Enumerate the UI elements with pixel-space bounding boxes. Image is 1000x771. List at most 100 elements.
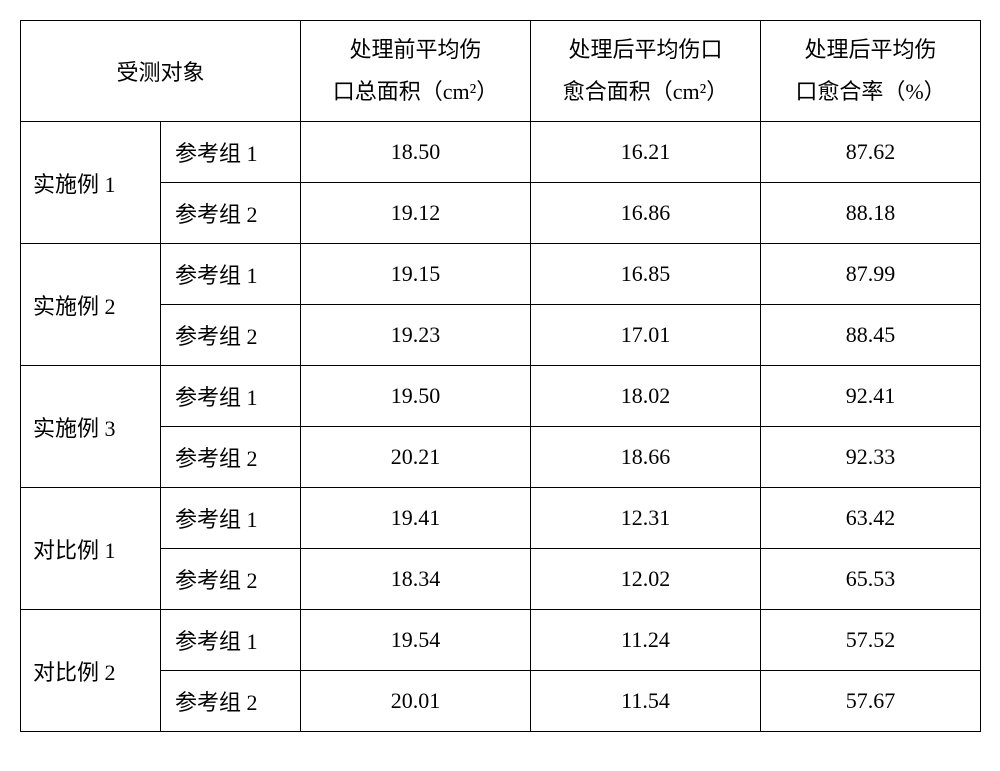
- area-before-cell: 18.34: [301, 549, 531, 610]
- area-before-cell: 18.50: [301, 122, 531, 183]
- group-label-cell: 实施例 2: [21, 244, 161, 366]
- value: 16.85: [621, 261, 671, 286]
- col-healed-area-line1: 处理后平均伤口: [569, 37, 723, 62]
- value: 18.50: [391, 139, 441, 164]
- healed-area-cell: 12.02: [531, 549, 761, 610]
- table-row: 实施例 2 参考组 1 19.15 16.85 87.99: [21, 244, 981, 305]
- heal-rate-cell: 88.45: [761, 305, 981, 366]
- value: 57.67: [846, 688, 896, 713]
- table-row: 实施例 3 参考组 1 19.50 18.02 92.41: [21, 366, 981, 427]
- ref-label: 参考组 2: [175, 690, 258, 715]
- value: 19.23: [391, 322, 441, 347]
- value: 63.42: [846, 505, 896, 530]
- ref-label: 参考组 1: [175, 141, 258, 166]
- value: 19.41: [391, 505, 441, 530]
- healed-area-cell: 16.85: [531, 244, 761, 305]
- table-row: 参考组 2 20.21 18.66 92.33: [21, 427, 981, 488]
- heal-rate-cell: 92.41: [761, 366, 981, 427]
- col-heal-rate-line1: 处理后平均伤: [805, 37, 937, 62]
- value: 19.15: [391, 261, 441, 286]
- ref-cell: 参考组 2: [161, 305, 301, 366]
- ref-cell: 参考组 2: [161, 183, 301, 244]
- group-label: 实施例 3: [33, 416, 116, 441]
- value: 18.02: [621, 383, 671, 408]
- value: 12.02: [621, 566, 671, 591]
- group-label: 实施例 1: [33, 172, 116, 197]
- table-body: 实施例 1 参考组 1 18.50 16.21 87.62 参考组 2 19.1…: [21, 122, 981, 732]
- healed-area-cell: 12.31: [531, 488, 761, 549]
- area-before-cell: 19.23: [301, 305, 531, 366]
- group-label: 对比例 1: [33, 538, 116, 563]
- heal-rate-cell: 87.99: [761, 244, 981, 305]
- table-row: 对比例 1 参考组 1 19.41 12.31 63.42: [21, 488, 981, 549]
- value: 11.54: [621, 688, 670, 713]
- healed-area-cell: 18.66: [531, 427, 761, 488]
- ref-label: 参考组 1: [175, 263, 258, 288]
- ref-cell: 参考组 1: [161, 366, 301, 427]
- table-row: 参考组 2 19.23 17.01 88.45: [21, 305, 981, 366]
- ref-cell: 参考组 1: [161, 244, 301, 305]
- value: 20.21: [391, 444, 441, 469]
- group-label-cell: 对比例 2: [21, 610, 161, 732]
- col-area-before-header: 处理前平均伤 口总面积（cm²）: [301, 21, 531, 122]
- value: 16.21: [621, 139, 671, 164]
- value: 20.01: [391, 688, 441, 713]
- ref-label: 参考组 2: [175, 324, 258, 349]
- table-header-row: 受测对象 处理前平均伤 口总面积（cm²） 处理后平均伤口 愈合面积（cm²） …: [21, 21, 981, 122]
- healed-area-cell: 17.01: [531, 305, 761, 366]
- ref-label: 参考组 1: [175, 629, 258, 654]
- group-label-cell: 对比例 1: [21, 488, 161, 610]
- ref-label: 参考组 2: [175, 202, 258, 227]
- col-area-before-line2: 口总面积（cm²）: [333, 79, 498, 104]
- value: 17.01: [621, 322, 671, 347]
- heal-rate-cell: 57.67: [761, 671, 981, 732]
- col-healed-area-line2: 愈合面积（cm²）: [563, 79, 728, 104]
- table-row: 参考组 2 19.12 16.86 88.18: [21, 183, 981, 244]
- heal-rate-cell: 88.18: [761, 183, 981, 244]
- ref-cell: 参考组 2: [161, 671, 301, 732]
- table-row: 参考组 2 20.01 11.54 57.67: [21, 671, 981, 732]
- data-table-container: 受测对象 处理前平均伤 口总面积（cm²） 处理后平均伤口 愈合面积（cm²） …: [20, 20, 980, 732]
- area-before-cell: 20.01: [301, 671, 531, 732]
- value: 11.24: [621, 627, 670, 652]
- value: 65.53: [846, 566, 896, 591]
- value: 57.52: [846, 627, 896, 652]
- value: 92.33: [846, 444, 896, 469]
- heal-rate-cell: 65.53: [761, 549, 981, 610]
- value: 18.34: [391, 566, 441, 591]
- heal-rate-cell: 87.62: [761, 122, 981, 183]
- value: 87.99: [846, 261, 896, 286]
- area-before-cell: 20.21: [301, 427, 531, 488]
- ref-cell: 参考组 2: [161, 427, 301, 488]
- ref-cell: 参考组 2: [161, 549, 301, 610]
- col-heal-rate-line2: 口愈合率（%）: [795, 79, 945, 104]
- ref-label: 参考组 2: [175, 568, 258, 593]
- value: 88.45: [846, 322, 896, 347]
- ref-label: 参考组 1: [175, 385, 258, 410]
- healed-area-cell: 11.24: [531, 610, 761, 671]
- col-healed-area-header: 处理后平均伤口 愈合面积（cm²）: [531, 21, 761, 122]
- col-heal-rate-header: 处理后平均伤 口愈合率（%）: [761, 21, 981, 122]
- results-table: 受测对象 处理前平均伤 口总面积（cm²） 处理后平均伤口 愈合面积（cm²） …: [20, 20, 981, 732]
- ref-cell: 参考组 1: [161, 122, 301, 183]
- value: 19.12: [391, 200, 441, 225]
- group-label-cell: 实施例 1: [21, 122, 161, 244]
- table-row: 实施例 1 参考组 1 18.50 16.21 87.62: [21, 122, 981, 183]
- ref-cell: 参考组 1: [161, 488, 301, 549]
- healed-area-cell: 18.02: [531, 366, 761, 427]
- col-area-before-line1: 处理前平均伤: [350, 37, 482, 62]
- table-row: 参考组 2 18.34 12.02 65.53: [21, 549, 981, 610]
- group-label-cell: 实施例 3: [21, 366, 161, 488]
- value: 19.50: [391, 383, 441, 408]
- value: 87.62: [846, 139, 896, 164]
- value: 92.41: [846, 383, 896, 408]
- ref-cell: 参考组 1: [161, 610, 301, 671]
- heal-rate-cell: 57.52: [761, 610, 981, 671]
- healed-area-cell: 16.86: [531, 183, 761, 244]
- table-row: 对比例 2 参考组 1 19.54 11.24 57.52: [21, 610, 981, 671]
- ref-label: 参考组 2: [175, 446, 258, 471]
- value: 88.18: [846, 200, 896, 225]
- area-before-cell: 19.15: [301, 244, 531, 305]
- area-before-cell: 19.50: [301, 366, 531, 427]
- value: 16.86: [621, 200, 671, 225]
